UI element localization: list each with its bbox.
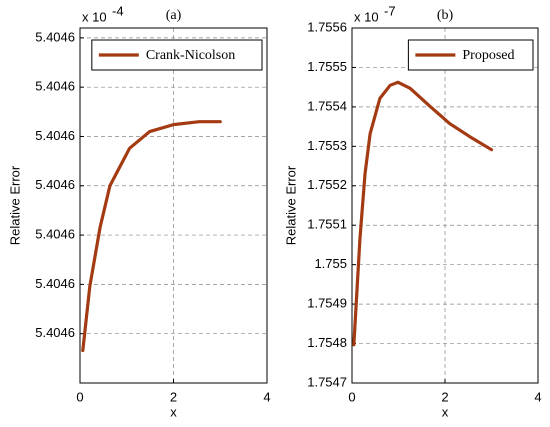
y-tick-label: 1.755 xyxy=(314,256,347,271)
y-tick-label: 1.7549 xyxy=(307,296,347,311)
axis-multiplier: x 10 xyxy=(354,9,379,24)
y-tick-label: 1.7547 xyxy=(307,374,347,389)
x-tick-label: 4 xyxy=(263,389,270,404)
x-tick-label: 0 xyxy=(348,389,355,404)
x-tick-label: 4 xyxy=(534,389,541,404)
y-tick-label: 5.4046 xyxy=(35,177,75,192)
data-line xyxy=(352,80,494,347)
legend-label: Proposed xyxy=(462,48,514,63)
y-tick-label: 1.7552 xyxy=(307,177,347,192)
y-tick-label: 5.4046 xyxy=(35,79,75,94)
y-tick-label: 1.7548 xyxy=(307,335,347,350)
legend-label: Crank-Nicolson xyxy=(146,48,235,63)
x-tick-label: 2 xyxy=(170,389,177,404)
x-axis-label: x xyxy=(442,404,449,419)
chart-title: (a) xyxy=(166,8,182,23)
axis-multiplier-exponent: -7 xyxy=(384,3,396,18)
axis-multiplier: x 10 xyxy=(82,9,107,24)
y-tick-label: 5.4046 xyxy=(35,227,75,242)
y-axis-label: Relative Error xyxy=(7,165,22,245)
y-tick-label: 1.7556 xyxy=(307,19,347,34)
y-tick-label: 5.4046 xyxy=(35,276,75,291)
y-axis-label: Relative Error xyxy=(283,165,298,245)
y-tick-label: 5.4046 xyxy=(35,29,75,44)
y-tick-label: 1.7555 xyxy=(307,59,347,74)
y-tick-label: 1.7551 xyxy=(307,217,347,232)
x-tick-label: 2 xyxy=(441,389,448,404)
chart-title: (b) xyxy=(437,8,454,23)
axis-multiplier-exponent: -4 xyxy=(112,3,124,18)
axes-frame xyxy=(351,27,539,384)
y-tick-label: 1.7554 xyxy=(307,98,347,113)
y-tick-label: 5.4046 xyxy=(35,325,75,340)
y-tick-label: 5.4046 xyxy=(35,128,75,143)
data-line xyxy=(81,120,222,353)
x-tick-label: 0 xyxy=(76,389,83,404)
x-axis-label: x xyxy=(170,404,177,419)
axes-frame xyxy=(79,27,268,384)
y-tick-label: 1.7553 xyxy=(307,138,347,153)
